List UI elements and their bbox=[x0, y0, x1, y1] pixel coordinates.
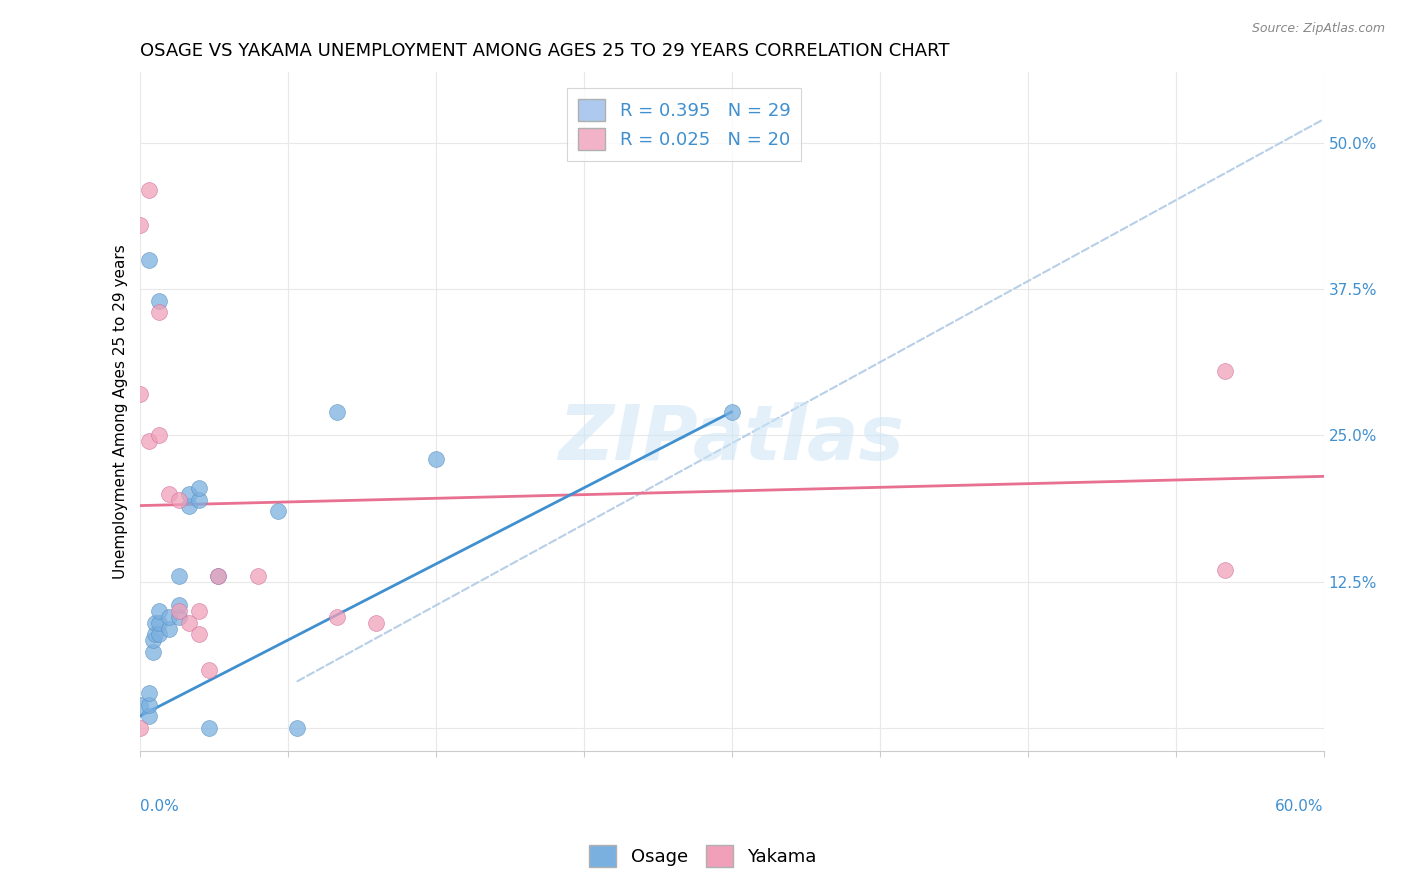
Point bbox=[177, 487, 200, 501]
Point bbox=[167, 492, 190, 507]
Point bbox=[148, 615, 170, 630]
Point bbox=[207, 569, 229, 583]
Point bbox=[197, 663, 219, 677]
Point bbox=[128, 698, 150, 712]
Point bbox=[148, 293, 170, 308]
Point bbox=[167, 604, 190, 618]
Text: ZIPatlas: ZIPatlas bbox=[558, 402, 904, 476]
Point bbox=[128, 218, 150, 232]
Point bbox=[157, 610, 180, 624]
Point bbox=[142, 645, 165, 659]
Point bbox=[1213, 364, 1236, 378]
Point bbox=[246, 569, 269, 583]
Point bbox=[187, 492, 209, 507]
Point bbox=[142, 633, 165, 648]
Text: 60.0%: 60.0% bbox=[1275, 799, 1323, 814]
Point bbox=[143, 615, 166, 630]
Point bbox=[148, 627, 170, 641]
Point bbox=[720, 405, 742, 419]
Point bbox=[187, 481, 209, 495]
Point bbox=[1213, 563, 1236, 577]
Point bbox=[138, 709, 160, 723]
Point bbox=[148, 604, 170, 618]
Point bbox=[157, 487, 180, 501]
Point bbox=[128, 721, 150, 735]
Text: OSAGE VS YAKAMA UNEMPLOYMENT AMONG AGES 25 TO 29 YEARS CORRELATION CHART: OSAGE VS YAKAMA UNEMPLOYMENT AMONG AGES … bbox=[139, 42, 949, 60]
Text: 0.0%: 0.0% bbox=[139, 799, 179, 814]
Point bbox=[138, 698, 160, 712]
Point bbox=[138, 182, 160, 196]
Point bbox=[148, 428, 170, 442]
Point bbox=[167, 569, 190, 583]
Point bbox=[326, 405, 349, 419]
Point bbox=[287, 721, 309, 735]
Legend: R = 0.395   N = 29, R = 0.025   N = 20: R = 0.395 N = 29, R = 0.025 N = 20 bbox=[567, 88, 801, 161]
Point bbox=[197, 721, 219, 735]
Point bbox=[138, 252, 160, 267]
Point bbox=[425, 451, 447, 466]
Point bbox=[366, 615, 388, 630]
Point bbox=[187, 604, 209, 618]
Point bbox=[207, 569, 229, 583]
Point bbox=[138, 434, 160, 449]
Point bbox=[177, 615, 200, 630]
Point bbox=[167, 610, 190, 624]
Y-axis label: Unemployment Among Ages 25 to 29 years: Unemployment Among Ages 25 to 29 years bbox=[114, 244, 128, 579]
Point bbox=[157, 622, 180, 636]
Point bbox=[128, 387, 150, 401]
Point bbox=[266, 504, 288, 518]
Point bbox=[326, 610, 349, 624]
Text: Source: ZipAtlas.com: Source: ZipAtlas.com bbox=[1251, 22, 1385, 36]
Point bbox=[143, 627, 166, 641]
Legend: Osage, Yakama: Osage, Yakama bbox=[582, 838, 824, 874]
Point bbox=[148, 305, 170, 319]
Point bbox=[177, 499, 200, 513]
Point bbox=[167, 598, 190, 612]
Point bbox=[187, 627, 209, 641]
Point bbox=[138, 686, 160, 700]
